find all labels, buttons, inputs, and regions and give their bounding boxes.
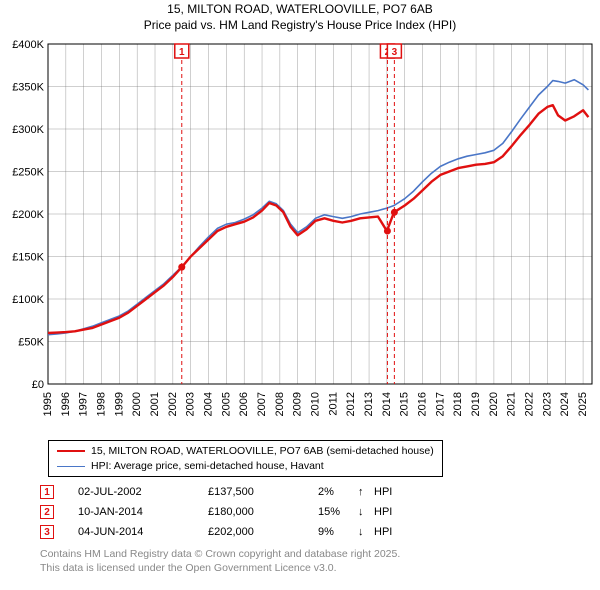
svg-text:1998: 1998 [96,392,108,416]
sale-events-table: 1 02-JUL-2002 £137,500 2% ↑ HPI 2 10-JAN… [40,482,392,542]
sale-hpi-label: HPI [374,486,392,498]
svg-text:2015: 2015 [399,392,411,416]
svg-text:£250K: £250K [12,167,44,179]
title-line2: Price paid vs. HM Land Registry's House … [0,18,600,34]
svg-text:1999: 1999 [113,392,125,416]
svg-text:2007: 2007 [256,392,268,416]
svg-text:3: 3 [392,47,398,58]
sale-date: 04-JUN-2014 [78,526,208,538]
sale-row: 2 10-JAN-2014 £180,000 15% ↓ HPI [40,502,392,522]
svg-text:2012: 2012 [345,392,357,416]
svg-text:2000: 2000 [131,392,143,416]
svg-text:2001: 2001 [149,392,161,416]
svg-text:1996: 1996 [60,392,72,416]
svg-text:1995: 1995 [42,392,54,416]
sale-marker: 1 [40,485,54,499]
svg-text:2002: 2002 [167,392,179,416]
svg-text:£400K: £400K [12,39,44,51]
svg-text:2019: 2019 [470,392,482,416]
svg-text:2005: 2005 [220,392,232,416]
svg-text:2003: 2003 [185,392,197,416]
title-line1: 15, MILTON ROAD, WATERLOOVILLE, PO7 6AB [0,2,600,18]
svg-text:£350K: £350K [12,82,44,94]
sale-date: 02-JUL-2002 [78,486,208,498]
svg-text:2023: 2023 [541,392,553,416]
price-chart: £0 £50K £100K £150K £200K £250K £300K £350K £400… [0,36,600,436]
legend-label: HPI: Average price, semi-detached house,… [91,459,324,474]
sale-price: £137,500 [208,486,318,498]
svg-text:£300K: £300K [12,124,44,136]
sale-hpi-label: HPI [374,526,392,538]
svg-text:£100K: £100K [12,294,44,306]
svg-text:2009: 2009 [292,392,304,416]
legend-swatch [57,450,85,452]
svg-text:1997: 1997 [78,392,90,416]
svg-text:2024: 2024 [559,392,571,416]
svg-text:£200K: £200K [12,209,44,221]
svg-text:2016: 2016 [417,392,429,416]
sale-date: 10-JAN-2014 [78,506,208,518]
sale-hpi-label: HPI [374,506,392,518]
svg-text:2011: 2011 [327,392,339,416]
svg-text:2013: 2013 [363,392,375,416]
legend-swatch [57,466,85,467]
svg-text:2008: 2008 [274,392,286,416]
legend: 15, MILTON ROAD, WATERLOOVILLE, PO7 6AB … [48,440,443,477]
svg-text:2010: 2010 [310,392,322,416]
legend-row: HPI: Average price, semi-detached house,… [57,459,434,474]
sale-marker: 2 [40,505,54,519]
sale-arrow-icon: ↑ [358,486,374,498]
svg-text:2025: 2025 [577,392,589,416]
attribution-line1: Contains HM Land Registry data © Crown c… [40,548,400,562]
svg-text:1: 1 [179,47,185,58]
sale-pct: 15% [318,506,358,518]
sale-arrow-icon: ↓ [358,526,374,538]
svg-text:£0: £0 [32,379,44,391]
attribution: Contains HM Land Registry data © Crown c… [40,548,400,575]
svg-text:2020: 2020 [488,392,500,416]
chart-title-block: 15, MILTON ROAD, WATERLOOVILLE, PO7 6AB … [0,0,600,33]
legend-row: 15, MILTON ROAD, WATERLOOVILLE, PO7 6AB … [57,444,434,459]
sale-row: 3 04-JUN-2014 £202,000 9% ↓ HPI [40,522,392,542]
sale-price: £180,000 [208,506,318,518]
sale-pct: 9% [318,526,358,538]
sale-row: 1 02-JUL-2002 £137,500 2% ↑ HPI [40,482,392,502]
legend-label: 15, MILTON ROAD, WATERLOOVILLE, PO7 6AB … [91,444,434,459]
sale-pct: 2% [318,486,358,498]
svg-text:2006: 2006 [238,392,250,416]
svg-text:2017: 2017 [434,392,446,416]
attribution-line2: This data is licensed under the Open Gov… [40,562,400,576]
chart-container: £0 £50K £100K £150K £200K £250K £300K £350K £400… [0,36,600,436]
svg-text:£50K: £50K [18,337,44,349]
svg-text:2021: 2021 [506,392,518,416]
sale-price: £202,000 [208,526,318,538]
sale-marker: 3 [40,525,54,539]
svg-text:2022: 2022 [524,392,536,416]
svg-text:£150K: £150K [12,252,44,264]
svg-text:2004: 2004 [203,392,215,416]
svg-text:2018: 2018 [452,392,464,416]
svg-text:2014: 2014 [381,392,393,416]
sale-arrow-icon: ↓ [358,506,374,518]
